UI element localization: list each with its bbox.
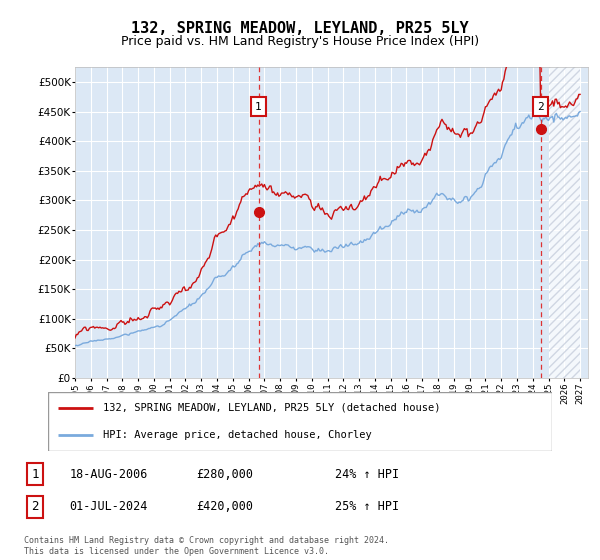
Text: 01-JUL-2024: 01-JUL-2024 xyxy=(70,500,148,514)
Text: 25% ↑ HPI: 25% ↑ HPI xyxy=(335,500,398,514)
Text: HPI: Average price, detached house, Chorley: HPI: Average price, detached house, Chor… xyxy=(103,430,372,440)
Text: 132, SPRING MEADOW, LEYLAND, PR25 5LY: 132, SPRING MEADOW, LEYLAND, PR25 5LY xyxy=(131,21,469,36)
Text: 132, SPRING MEADOW, LEYLAND, PR25 5LY (detached house): 132, SPRING MEADOW, LEYLAND, PR25 5LY (d… xyxy=(103,403,441,413)
Text: 1: 1 xyxy=(31,468,39,481)
Text: £280,000: £280,000 xyxy=(196,468,253,481)
Text: £420,000: £420,000 xyxy=(196,500,253,514)
Text: 24% ↑ HPI: 24% ↑ HPI xyxy=(335,468,398,481)
Text: 18-AUG-2006: 18-AUG-2006 xyxy=(70,468,148,481)
Text: Price paid vs. HM Land Registry's House Price Index (HPI): Price paid vs. HM Land Registry's House … xyxy=(121,35,479,48)
Text: 2: 2 xyxy=(537,102,544,112)
Text: Contains HM Land Registry data © Crown copyright and database right 2024.
This d: Contains HM Land Registry data © Crown c… xyxy=(23,536,389,556)
Text: 1: 1 xyxy=(255,102,262,112)
Text: 2: 2 xyxy=(31,500,39,514)
